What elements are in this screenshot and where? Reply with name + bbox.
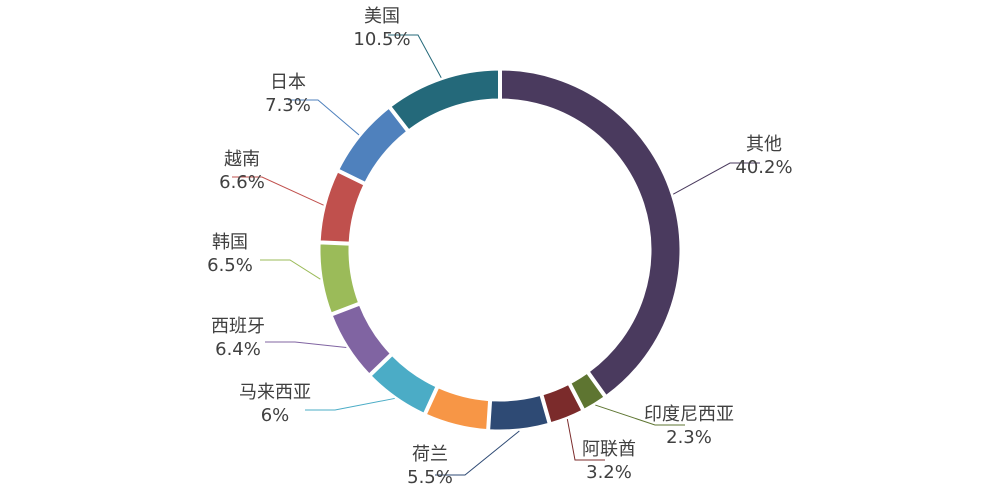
- slice-unlabeled: [425, 387, 490, 431]
- slice-label-越南: 越南: [224, 149, 260, 170]
- slices-group: [319, 69, 681, 431]
- slice-value-日本: 7.3%: [265, 95, 311, 116]
- slice-越南: [319, 171, 365, 243]
- slice-美国: [390, 69, 499, 131]
- leader-line-印度尼西亚: [595, 404, 685, 426]
- leader-line-荷兰: [435, 430, 520, 476]
- slice-value-印度尼西亚: 2.3%: [666, 427, 712, 448]
- slice-阿联酋: [542, 384, 583, 424]
- slice-印度尼西亚: [570, 372, 605, 410]
- slice-label-阿联酋: 阿联酋: [582, 439, 636, 460]
- slice-马来西亚: [370, 355, 437, 414]
- slice-value-其他: 40.2%: [735, 157, 792, 178]
- leader-line-其他: [672, 162, 760, 195]
- slice-label-印度尼西亚: 印度尼西亚: [644, 404, 734, 425]
- leader-line-越南: [232, 176, 324, 206]
- leader-line-美国: [388, 34, 442, 78]
- slice-韩国: [319, 243, 360, 314]
- slice-label-美国: 美国: [364, 6, 400, 27]
- slice-西班牙: [331, 304, 391, 375]
- leader-line-韩国: [260, 259, 321, 280]
- slice-其他: [501, 69, 681, 396]
- slice-value-韩国: 6.5%: [207, 255, 253, 276]
- leader-lines-group: [232, 34, 760, 476]
- slice-label-荷兰: 荷兰: [412, 444, 448, 465]
- slice-value-越南: 6.6%: [219, 172, 265, 193]
- slice-label-其他: 其他: [746, 134, 782, 155]
- slice-label-西班牙: 西班牙: [211, 316, 265, 337]
- leader-line-马来西亚: [305, 397, 395, 411]
- slice-label-马来西亚: 马来西亚: [239, 382, 311, 403]
- slice-value-马来西亚: 6%: [261, 405, 290, 426]
- slice-label-韩国: 韩国: [212, 232, 248, 253]
- slice-value-荷兰: 5.5%: [407, 467, 453, 488]
- slice-value-西班牙: 6.4%: [215, 339, 261, 360]
- labels-group: 其他40.2%印度尼西亚2.3%阿联酋3.2%荷兰5.5%马来西亚6%西班牙6.…: [207, 6, 792, 488]
- leader-line-西班牙: [265, 341, 347, 348]
- slice-label-日本: 日本: [270, 72, 306, 93]
- leader-line-阿联酋: [566, 418, 605, 461]
- slice-日本: [338, 107, 408, 183]
- slice-value-阿联酋: 3.2%: [586, 462, 632, 483]
- slice-荷兰: [489, 394, 549, 431]
- leader-line-日本: [288, 99, 360, 136]
- slice-value-美国: 10.5%: [353, 29, 410, 50]
